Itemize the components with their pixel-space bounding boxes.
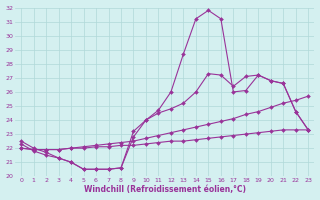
X-axis label: Windchill (Refroidissement éolien,°C): Windchill (Refroidissement éolien,°C) xyxy=(84,185,246,194)
